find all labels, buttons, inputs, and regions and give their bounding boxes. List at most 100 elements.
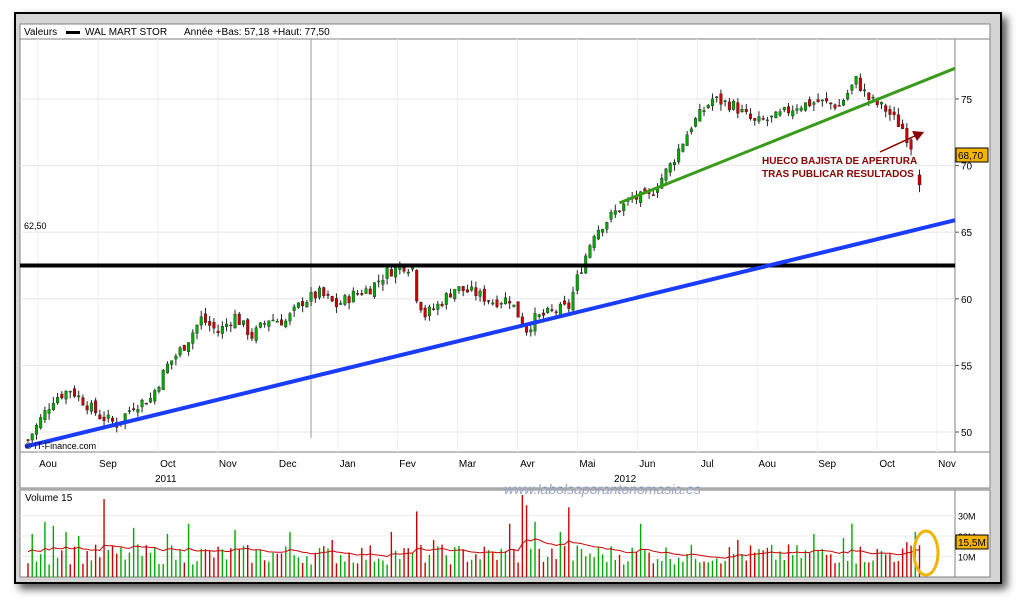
volume-label: Volume 15 [25, 493, 73, 504]
candle [356, 293, 360, 295]
candle [191, 332, 195, 344]
candle [867, 92, 871, 100]
candle [858, 77, 862, 92]
candle [187, 342, 191, 352]
candle [440, 303, 444, 307]
candle [689, 128, 693, 133]
candle [808, 99, 812, 107]
candle [81, 397, 85, 406]
candle [271, 319, 275, 322]
candle [744, 109, 748, 112]
candle [465, 289, 469, 293]
candle [423, 307, 427, 318]
candle [579, 272, 583, 274]
candle [410, 267, 414, 270]
candle [326, 293, 330, 296]
candle [820, 99, 824, 102]
candle [470, 286, 474, 291]
candle [47, 409, 51, 414]
candle [863, 89, 867, 92]
x-tick-label: Oct [879, 459, 895, 470]
candle [389, 269, 393, 277]
candle [406, 271, 410, 274]
x-tick-label: Jul [701, 459, 714, 470]
uptrend-line [618, 66, 956, 205]
x-tick-label: Fev [399, 459, 416, 470]
candle [381, 279, 385, 285]
candle [799, 107, 803, 111]
candle [727, 101, 731, 111]
y-tick-label: 75 [961, 95, 973, 106]
y-tick-label: 60 [961, 295, 973, 306]
candle [871, 96, 875, 99]
candle [495, 299, 499, 307]
gap-candle [917, 174, 922, 186]
candle [34, 424, 38, 435]
candle [787, 106, 791, 114]
candle [241, 320, 245, 325]
candle [702, 110, 706, 113]
candle [765, 119, 769, 122]
candle [905, 128, 909, 144]
volume-bars [27, 495, 921, 577]
candle [263, 323, 267, 325]
candle [330, 296, 334, 302]
candle [854, 76, 858, 85]
current-price-box [955, 147, 989, 163]
candle [529, 329, 533, 333]
header-label: Valeurs [24, 27, 57, 38]
candle [740, 109, 744, 113]
x-tick-label: Aou [39, 459, 57, 470]
candle [770, 115, 774, 118]
candle [360, 293, 364, 295]
x-tick-label: Avr [520, 459, 535, 470]
candle [761, 118, 765, 120]
candle [132, 408, 136, 411]
x-axis-ticks: Aou Sep Oct Nov Dec Jan Fev Mar Avr Mai Jun Jul Aou S… [39, 459, 956, 470]
candle [613, 210, 617, 215]
candle [72, 388, 76, 397]
support-trend-line [24, 218, 956, 449]
candle [339, 303, 343, 305]
candle [144, 402, 148, 405]
x-tick-label: Aou [758, 459, 776, 470]
candle [39, 417, 43, 429]
candle [791, 110, 795, 117]
candle [208, 321, 212, 326]
x-tick-label: Nov [938, 459, 956, 470]
candle [102, 416, 106, 421]
candle [85, 405, 89, 411]
x-tick-label: Mai [579, 459, 595, 470]
volume-highlight-circle [912, 529, 940, 577]
candle [305, 301, 309, 308]
candle [203, 313, 207, 323]
candle [478, 290, 482, 297]
candle [592, 236, 596, 248]
current-volume-box [955, 534, 989, 550]
candle [850, 84, 854, 91]
candle [140, 399, 144, 408]
candle [216, 330, 220, 334]
candle [618, 210, 622, 213]
y-tick-label: 50 [961, 428, 973, 439]
candle [89, 402, 93, 412]
candle [394, 267, 398, 278]
candle [364, 288, 368, 294]
candle [402, 267, 406, 272]
x-tick-label: Jan [340, 459, 356, 470]
candle [309, 292, 313, 302]
x-tick-label: Oct [160, 459, 176, 470]
candle [846, 93, 850, 100]
candle [343, 295, 347, 305]
candle [453, 289, 457, 299]
credit: © IT-Finance.com [25, 441, 96, 451]
candle [94, 400, 98, 414]
candle [516, 301, 520, 318]
candle [660, 177, 664, 189]
candle [284, 320, 288, 327]
candle [482, 288, 486, 302]
annotation-arrow-shaft [879, 134, 918, 153]
candle [753, 118, 757, 121]
current-price-label: 68,70 [958, 151, 983, 162]
candle [837, 105, 841, 107]
